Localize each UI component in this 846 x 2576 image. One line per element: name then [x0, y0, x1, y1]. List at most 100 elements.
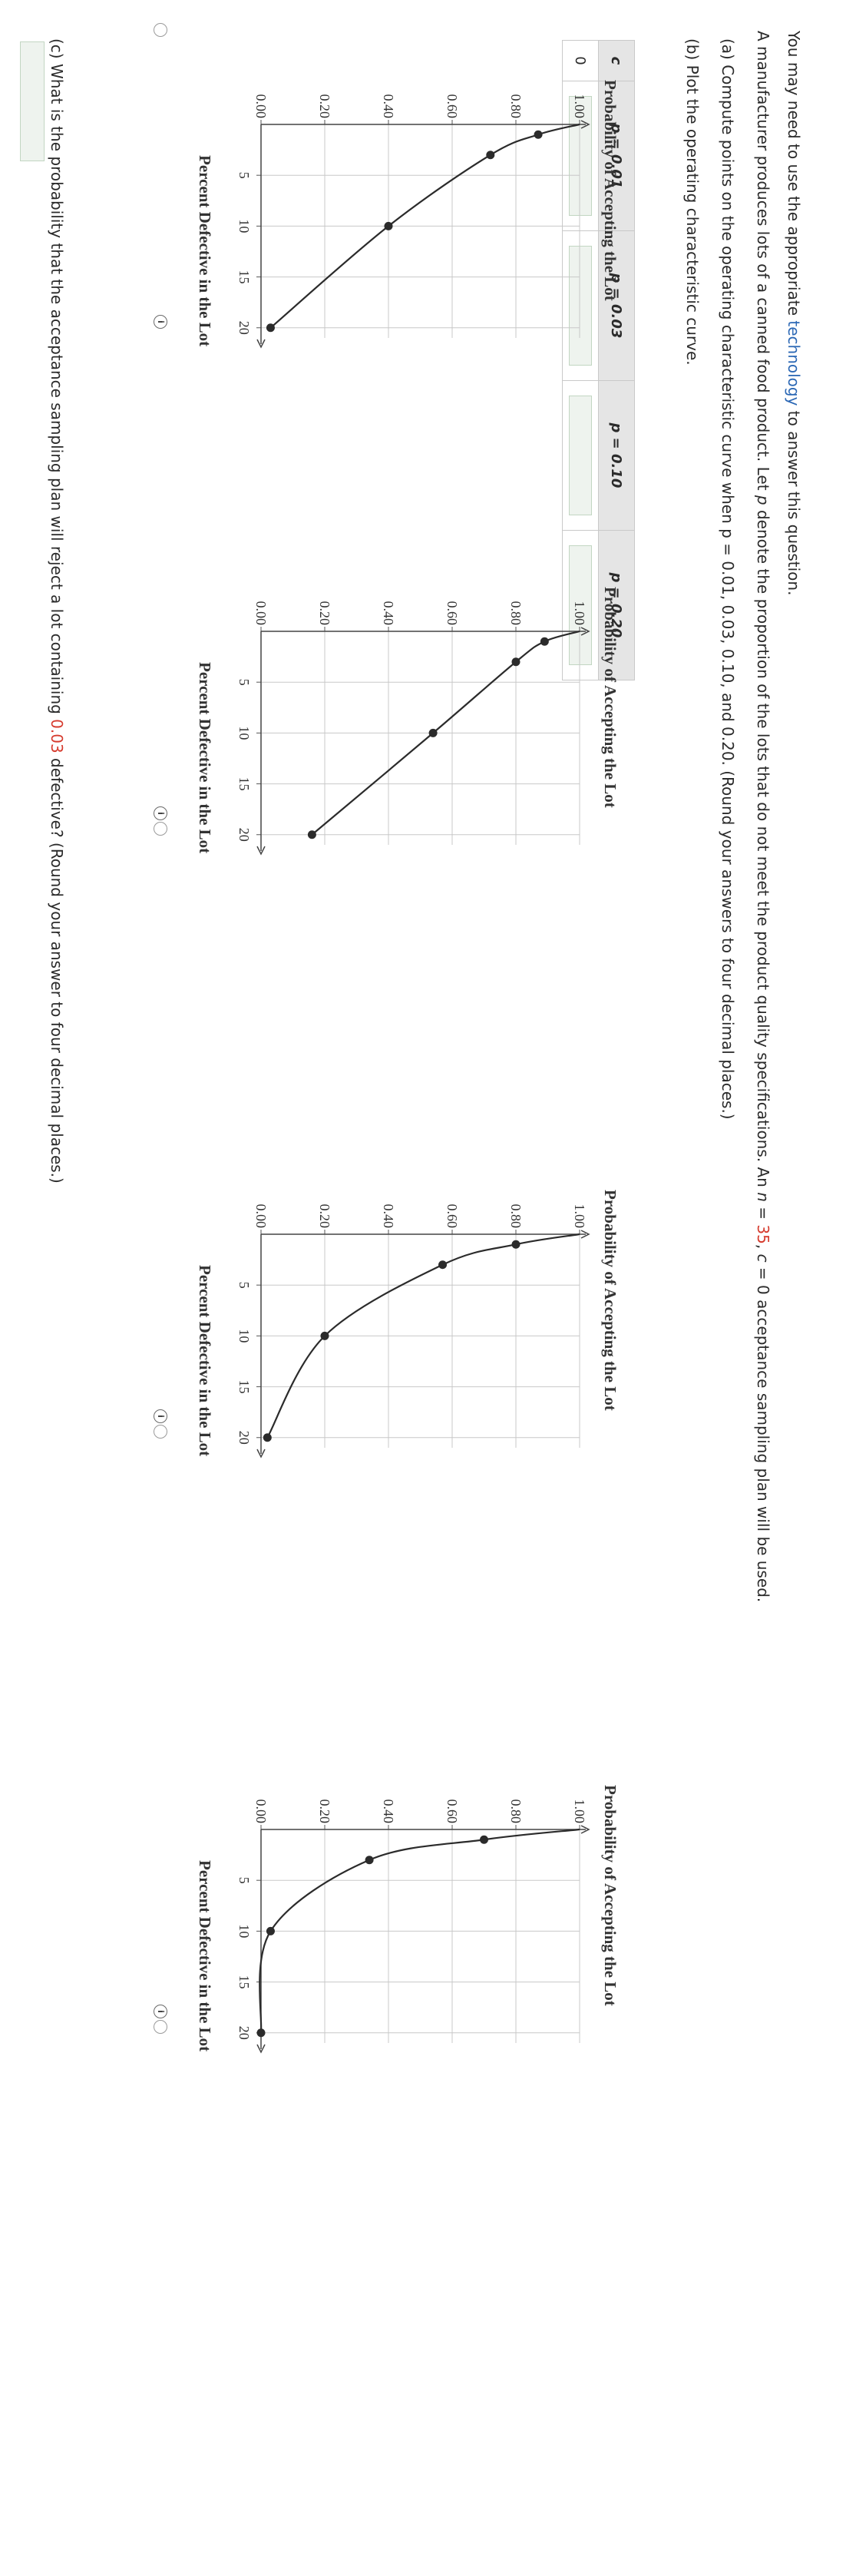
- chart-option-2-radio[interactable]: [154, 822, 167, 836]
- chart-option-4-radio[interactable]: [154, 2020, 167, 2034]
- oc-chart-svg: Probability of Accepting the Lot 1.00 0.80…: [196, 587, 620, 856]
- y-tick-label: 1.00: [572, 94, 587, 119]
- technology-link[interactable]: technology: [785, 320, 803, 406]
- x-axis-arrow: [256, 339, 266, 349]
- intro-suffix: to answer this question.: [785, 406, 803, 596]
- x-tick-label: 5: [236, 1282, 252, 1289]
- oc-curve-point: [428, 728, 438, 737]
- problem-text-1: A manufacturer produces lots of a canned…: [754, 31, 772, 495]
- part-b-prompt: (b) Plot the operating characteristic cu…: [683, 38, 702, 366]
- info-icon[interactable]: i: [154, 315, 167, 329]
- y-tick-label: 0.60: [444, 1800, 460, 1824]
- y-tick-label: 1.00: [572, 1800, 587, 1824]
- oc-chart-option-4: Probability of Accepting the Lot 1.00 0.80…: [123, 1782, 653, 2058]
- cell-c-value: 0: [562, 40, 599, 81]
- y-axis-title: Probability of Accepting the Lot: [601, 80, 620, 301]
- oc-curve-point: [256, 2028, 266, 2038]
- chart-option-3-radio[interactable]: [154, 1425, 167, 1439]
- y-tick-label: 0.40: [381, 1204, 396, 1229]
- intro-line: You may need to use the appropriate tech…: [785, 31, 803, 595]
- x-axis-arrow: [256, 846, 266, 856]
- problem-c-value: 0: [754, 1285, 772, 1295]
- y-tick-label: 0.00: [253, 1800, 269, 1824]
- x-tick-label: 10: [236, 1329, 252, 1343]
- problem-eq-1: =: [754, 1201, 772, 1225]
- problem-statement: A manufacturer produces lots of a canned…: [754, 31, 772, 1602]
- info-icon[interactable]: i: [154, 806, 167, 820]
- y-tick-label: 0.60: [444, 94, 460, 119]
- y-tick-label: 0.80: [508, 601, 524, 626]
- y-tick-label: 1.00: [572, 601, 587, 626]
- y-tick-label: 0.40: [381, 94, 396, 119]
- y-tick-label: 0.60: [444, 601, 460, 626]
- oc-curve-point: [480, 1835, 488, 1844]
- reject-probability-input[interactable]: [20, 41, 45, 161]
- oc-curve-point: [511, 657, 520, 667]
- x-tick-label: 10: [236, 726, 252, 740]
- y-tick-label: 0.80: [508, 94, 524, 119]
- x-tick-label: 20: [236, 2026, 252, 2040]
- x-tick-label: 5: [236, 1877, 252, 1884]
- info-icon[interactable]: i: [154, 2005, 167, 2018]
- y-tick-label: 0.20: [317, 1800, 332, 1824]
- oc-curve-point: [438, 1260, 448, 1270]
- chart-option-1-radio[interactable]: [154, 23, 167, 37]
- oc-chart-svg: Probability of Accepting the Lot 1.00 0.80…: [196, 1190, 620, 1459]
- x-tick-label: 20: [236, 321, 252, 335]
- x-axis-title: Percent Defective in the Lot: [196, 1860, 214, 2051]
- header-c: c: [598, 40, 635, 81]
- info-icon[interactable]: i: [154, 1409, 167, 1423]
- oc-chart-option-3: Probability of Accepting the Lot 1.00 0.80…: [123, 1187, 653, 1463]
- x-tick-label: 15: [236, 1975, 252, 1989]
- x-tick-label: 20: [236, 828, 252, 842]
- problem-eq-2: =: [754, 1262, 772, 1286]
- y-axis-arrow: [580, 627, 590, 636]
- problem-text-2: denote the proportion of the lots that d…: [754, 505, 772, 1193]
- part-a-prompt: (a) Compute points on the operating char…: [719, 38, 737, 1120]
- answer-input-p-010[interactable]: [569, 396, 592, 515]
- oc-curve-point: [534, 130, 543, 139]
- oc-curve-point: [263, 1433, 272, 1442]
- oc-curve-point: [384, 221, 393, 230]
- y-tick-label: 1.00: [572, 1204, 587, 1229]
- y-tick-label: 0.00: [253, 1204, 269, 1229]
- y-tick-label: 0.00: [253, 601, 269, 626]
- y-tick-label: 0.60: [444, 1204, 460, 1229]
- part-c-text-1: (c) What is the probability that the acc…: [48, 38, 66, 720]
- oc-chart-option-1: Probability of Accepting the Lot 1.00 0.80…: [123, 23, 653, 353]
- oc-curve-point: [307, 830, 316, 839]
- oc-curve-line: [266, 1233, 580, 1439]
- part-c-text-2: defective? (Round your answer to four de…: [48, 753, 66, 1184]
- oc-chart-svg: Probability of Accepting the Lot 1.00 0.80…: [196, 80, 620, 349]
- oc-chart-svg: Probability of Accepting the Lot 1.00 0.80…: [196, 1785, 620, 2054]
- y-tick-label: 0.80: [508, 1800, 524, 1824]
- x-tick-label: 20: [236, 1431, 252, 1445]
- oc-chart-option-2: Probability of Accepting the Lot 1.00 0.80…: [123, 584, 653, 860]
- y-axis-title: Probability of Accepting the Lot: [601, 1190, 620, 1411]
- oc-curve-point: [266, 1926, 275, 1935]
- x-tick-label: 5: [236, 172, 252, 179]
- oc-curve-point: [540, 637, 549, 646]
- x-tick-label: 10: [236, 219, 252, 233]
- y-axis-arrow: [580, 1825, 590, 1834]
- y-tick-label: 0.00: [253, 94, 269, 119]
- x-tick-label: 10: [236, 1924, 252, 1938]
- problem-var-p: p: [754, 495, 772, 505]
- problem-comma: ,: [754, 1243, 772, 1254]
- x-tick-label: 15: [236, 777, 252, 791]
- problem-var-c: c: [754, 1253, 772, 1263]
- y-axis-arrow: [580, 120, 590, 129]
- x-tick-label: 15: [236, 270, 252, 284]
- y-tick-label: 0.40: [381, 601, 396, 626]
- x-axis-title: Percent Defective in the Lot: [196, 155, 214, 346]
- oc-curve-point: [320, 1331, 329, 1340]
- oc-curve-point: [266, 323, 275, 333]
- x-axis-title: Percent Defective in the Lot: [196, 662, 214, 853]
- part-c-prompt: (c) What is the probability that the acc…: [48, 38, 66, 1184]
- part-c-value: 0.03: [48, 719, 66, 753]
- oc-curve-point: [486, 151, 495, 160]
- y-tick-label: 0.40: [381, 1800, 396, 1824]
- y-axis-title: Probability of Accepting the Lot: [601, 1785, 620, 2006]
- y-axis-arrow: [580, 1230, 590, 1239]
